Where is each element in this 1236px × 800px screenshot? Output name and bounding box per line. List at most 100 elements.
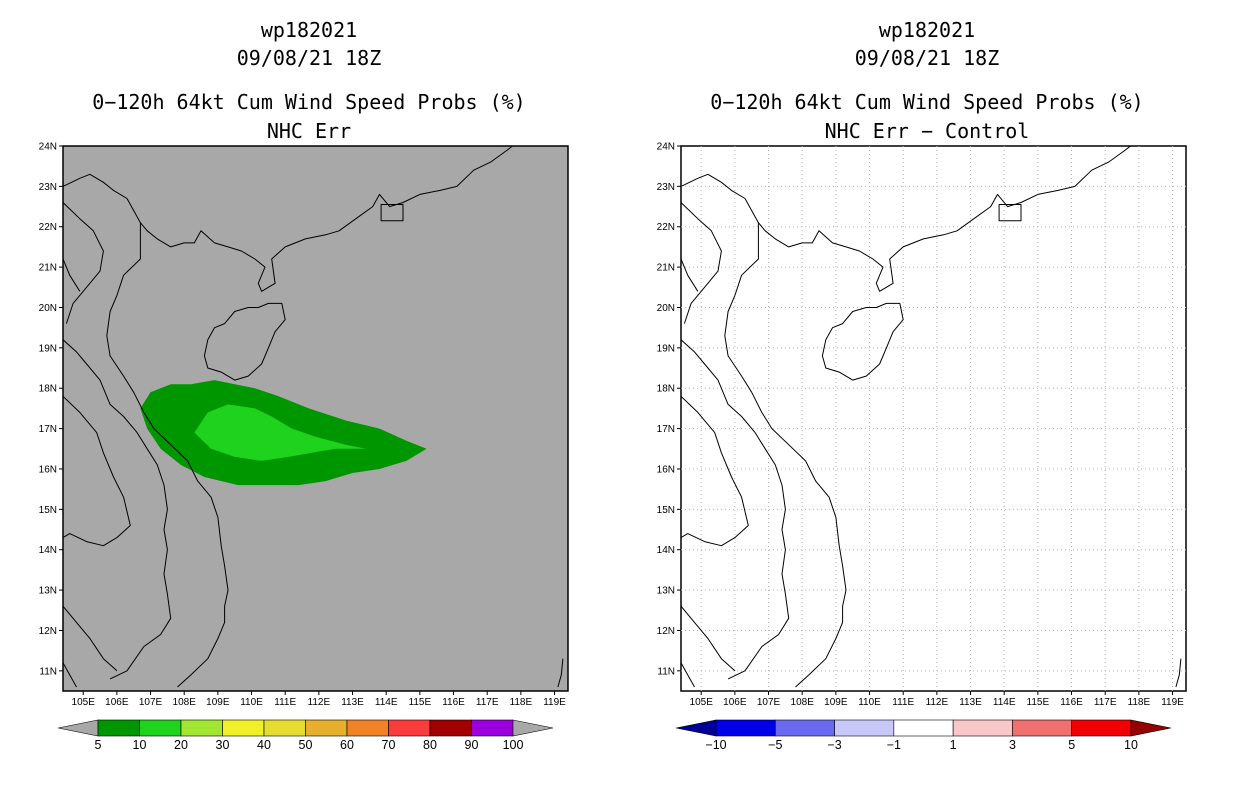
lat-tick-label: 14N — [39, 545, 57, 556]
product-subtitle: NHC Err − Control — [824, 119, 1030, 143]
lon-tick-label: 115E — [1027, 697, 1050, 708]
lat-tick-label: 17N — [657, 424, 675, 435]
colorbar-label: 20 — [174, 738, 188, 752]
product-title: 0−120h 64kt Cum Wind Speed Probs (%) — [710, 90, 1144, 114]
lat-tick-label: 19N — [657, 343, 675, 354]
map-frame — [680, 145, 1187, 692]
coastline-vietnam — [724, 222, 847, 688]
lon-tick-label: 108E — [173, 697, 197, 708]
lon-tick-label: 119E — [1161, 697, 1184, 708]
colorbar-swatch — [346, 719, 389, 737]
map-border — [62, 145, 569, 692]
country-border — [63, 662, 77, 688]
colorbar-label: 10 — [133, 738, 147, 752]
colorbar: 5 10 20 30 40 50 60 70 80 90 100 — [57, 719, 554, 752]
lon-tick-label: 109E — [824, 697, 848, 708]
lon-tick-label: 117E — [476, 697, 499, 708]
forecast-datetime: 09/08/21 18Z — [854, 46, 1000, 70]
lat-tick-label: 16N — [657, 464, 675, 475]
colorbar-swatch — [893, 719, 954, 737]
lon-tick-label: 105E — [72, 697, 96, 708]
lat-tick-label: 20N — [39, 303, 57, 314]
lat-tick-label: 18N — [657, 384, 675, 395]
country-border — [681, 395, 749, 547]
lon-tick-label: 107E — [139, 697, 163, 708]
lon-tick-label: 109E — [206, 697, 230, 708]
country-border — [63, 395, 131, 547]
coastline-china — [681, 146, 1132, 292]
coastline-palawan — [1175, 658, 1182, 688]
lat-tick-label: 12N — [657, 626, 675, 637]
map-border — [680, 145, 1187, 692]
colorbar-label: 30 — [216, 738, 230, 752]
colorbar-left-arrow — [57, 719, 99, 737]
lon-tick-label: 114E — [375, 697, 398, 708]
colorbar-label: 5 — [95, 738, 102, 752]
colorbar-swatch — [774, 719, 835, 737]
colorbar-label: 50 — [299, 738, 313, 752]
colorbar-label: 80 — [423, 738, 437, 752]
lat-tick-label: 13N — [39, 586, 57, 597]
country-border — [63, 258, 81, 292]
lat-tick-label: 19N — [39, 343, 57, 354]
probability-area-10 — [194, 404, 366, 461]
colorbar-swatch — [429, 719, 472, 737]
lon-tick-label: 112E — [308, 697, 331, 708]
lon-tick-label: 106E — [105, 697, 129, 708]
coastline-china — [63, 146, 514, 292]
coastline-hainan — [203, 302, 286, 381]
lat-tick-label: 24N — [657, 142, 675, 153]
lat-tick-label: 14N — [657, 545, 675, 556]
lat-tick-label: 22N — [657, 222, 675, 233]
lat-tick-label: 23N — [39, 182, 57, 193]
lon-tick-label: 113E — [959, 697, 982, 708]
colorbar-swatch — [1071, 719, 1132, 737]
colorbar-swatch — [139, 719, 182, 737]
lat-tick-label: 23N — [657, 182, 675, 193]
colorbar-label: 1 — [950, 738, 957, 752]
colorbar-swatch — [97, 719, 140, 737]
hong-kong-outline — [380, 204, 404, 222]
lon-tick-label: 118E — [1128, 697, 1151, 708]
colorbar-label: 70 — [382, 738, 396, 752]
storm-id: wp182021 — [878, 18, 976, 42]
colorbar-label: 100 — [503, 738, 524, 752]
lon-tick-label: 111E — [892, 697, 914, 708]
lat-tick-label: 17N — [39, 424, 57, 435]
forecast-datetime: 09/08/21 18Z — [236, 46, 382, 70]
colorbar-swatch — [180, 719, 223, 737]
lon-tick-label: 116E — [1060, 697, 1083, 708]
colorbar-right-arrow — [512, 719, 554, 737]
colorbar-swatch — [952, 719, 1013, 737]
lon-tick-label: 110E — [240, 697, 263, 708]
country-border — [681, 202, 722, 324]
coastline-vietnam — [106, 222, 229, 688]
lon-tick-label: 119E — [543, 697, 566, 708]
lon-tick-label: 111E — [274, 697, 296, 708]
colorbar-swatch — [305, 719, 348, 737]
colorbar-label: 10 — [1124, 738, 1138, 752]
country-border — [681, 605, 736, 672]
colorbar-label: 90 — [465, 738, 479, 752]
lat-tick-label: 11N — [39, 666, 57, 677]
coastline-palawan — [557, 658, 564, 688]
colorbar-swatch — [1012, 719, 1073, 737]
country-border — [681, 662, 695, 688]
lon-tick-label: 115E — [409, 697, 432, 708]
colorbar-swatch — [715, 719, 776, 737]
colorbar-label: 60 — [340, 738, 354, 752]
colorbar-label: −5 — [768, 738, 782, 752]
colorbar-swatch — [471, 719, 514, 737]
colorbar-right-arrow — [1130, 719, 1172, 737]
panel-nhc-err: wp182021 09/08/21 18Z 0−120h 64kt Cum Wi… — [39, 18, 569, 752]
lat-tick-label: 21N — [657, 263, 675, 274]
lon-tick-label: 117E — [1094, 697, 1117, 708]
colorbar-label: −1 — [887, 738, 901, 752]
lat-tick-label: 15N — [657, 505, 675, 516]
coastline-hainan — [821, 302, 904, 381]
colorbar-swatch — [388, 719, 431, 737]
lon-tick-label: 108E — [791, 697, 815, 708]
lat-tick-label: 18N — [39, 384, 57, 395]
lon-tick-label: 114E — [993, 697, 1016, 708]
storm-id: wp182021 — [260, 18, 358, 42]
